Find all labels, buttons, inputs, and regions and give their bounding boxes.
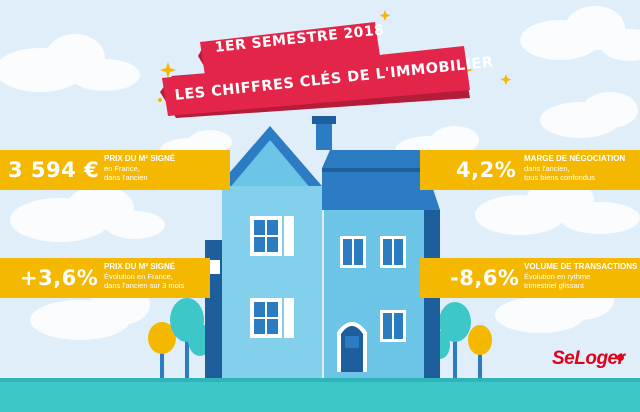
sparkle-icon xyxy=(379,10,391,21)
sparkle-icon xyxy=(500,74,512,85)
stat-transactions-desc: Évolution en rythme trimestriel glissant xyxy=(524,272,590,290)
stat-margin-label: MARGE DE NÉGOCIATION xyxy=(524,154,626,163)
seloger-logo: SeLoger xyxy=(552,348,625,369)
stat-evolution-desc-line: Évolution en France, xyxy=(104,272,173,281)
stat-evolution-desc: Évolution en France, dans l'ancien sur 3… xyxy=(104,272,184,290)
sparkle-icon xyxy=(160,62,176,78)
window-icon xyxy=(380,236,406,268)
trees-left xyxy=(148,298,212,380)
door-icon xyxy=(337,322,367,372)
stat-margin-desc-line: tous biens confondus xyxy=(524,173,595,182)
stat-margin-desc: dans l'ancien, tous biens confondus xyxy=(524,164,595,182)
stat-price-label: PRIX DU M² SIGNÉ xyxy=(104,154,176,163)
stat-evolution-desc-line: dans l'ancien sur 3 mois xyxy=(104,281,185,290)
window-icon xyxy=(340,236,366,268)
stat-transactions-desc-line: trimestriel glissant xyxy=(524,281,585,290)
cloud-icon xyxy=(10,186,165,242)
stat-price-value: 3 594 € xyxy=(8,158,100,182)
stat-transactions: -8,6% VOLUME DE TRANSACTIONS Évolution e… xyxy=(420,258,640,298)
house-illustration xyxy=(205,116,440,380)
stat-transactions-value: -8,6% xyxy=(450,266,520,290)
stat-evolution-value: +3,6% xyxy=(20,266,99,290)
window-icon xyxy=(250,298,294,338)
title-ribbon xyxy=(160,22,470,118)
stat-margin-value: 4,2% xyxy=(456,158,517,182)
sparkle-icon xyxy=(158,98,162,102)
stat-price-desc-line: en France, xyxy=(104,164,140,173)
stat-margin-desc-line: dans l'ancien, xyxy=(524,164,570,173)
stat-margin: 4,2% MARGE DE NÉGOCIATION dans l'ancien,… xyxy=(420,150,640,190)
stat-price-desc-line: dans l'ancien xyxy=(104,173,148,182)
ground xyxy=(0,378,640,412)
stat-transactions-label: VOLUME DE TRANSACTIONS xyxy=(524,262,638,271)
cloud-icon xyxy=(0,34,140,92)
stat-price: 3 594 € PRIX DU M² SIGNÉ en France, dans… xyxy=(0,150,230,190)
cloud-icon xyxy=(540,92,638,138)
stat-evolution: +3,6% PRIX DU M² SIGNÉ Évolution en Fran… xyxy=(0,258,210,298)
stat-price-desc: en France, dans l'ancien xyxy=(104,164,148,182)
logo-dot-icon xyxy=(617,354,624,361)
stat-transactions-desc-line: Évolution en rythme xyxy=(524,272,591,281)
window-icon xyxy=(380,310,406,342)
cloud-icon xyxy=(520,6,640,61)
stat-evolution-label: PRIX DU M² SIGNÉ xyxy=(104,262,176,271)
window-icon xyxy=(250,216,294,256)
